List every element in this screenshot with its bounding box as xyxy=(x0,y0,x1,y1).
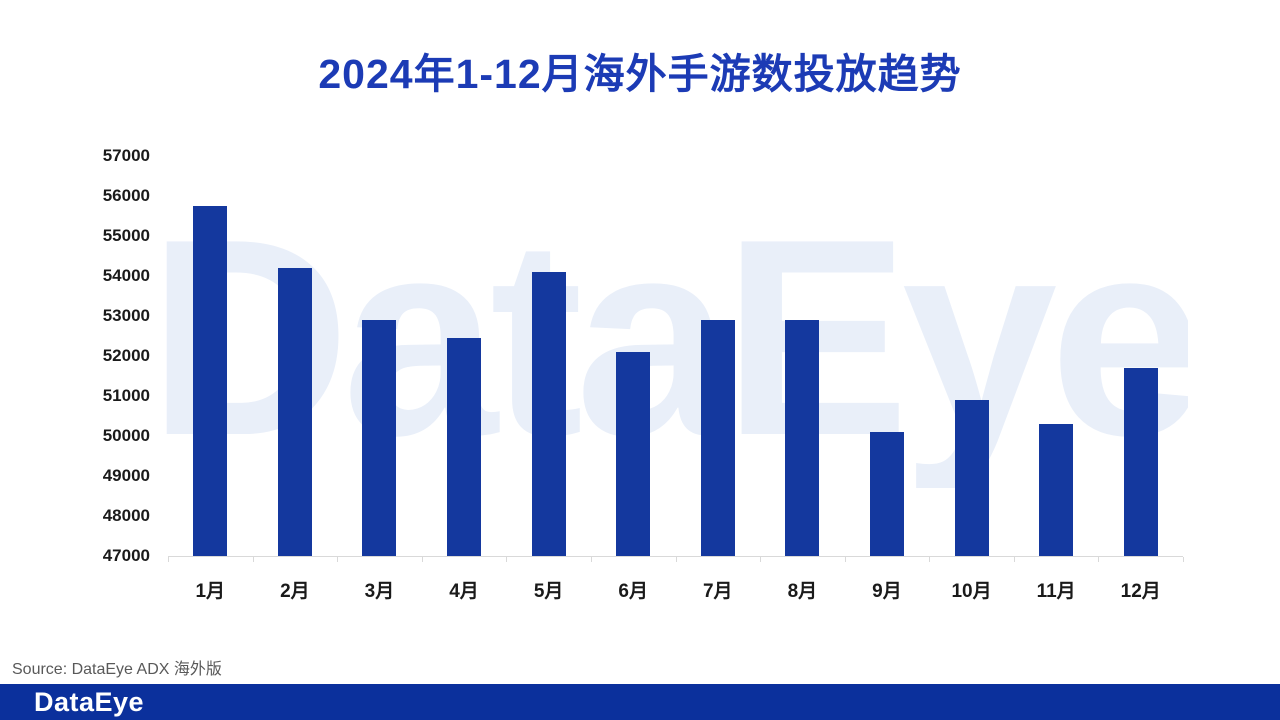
x-axis-tick xyxy=(1098,557,1100,562)
x-axis-category-label: 12月 xyxy=(1120,581,1161,602)
footer-brand-bar: DataEye xyxy=(0,684,1280,720)
y-axis-tick-label: 56000 xyxy=(102,186,150,205)
x-axis-category-label: 6月 xyxy=(618,581,648,602)
y-axis-tick-label: 51000 xyxy=(102,386,150,405)
x-axis-category-label: 2月 xyxy=(280,581,310,602)
x-axis-tick xyxy=(1013,557,1015,562)
source-note: Source: DataEye ADX 海外版 xyxy=(12,661,222,678)
x-axis-tick xyxy=(506,557,508,562)
bar-7月 xyxy=(700,320,735,556)
x-axis-category-label: 3月 xyxy=(364,581,395,602)
x-axis-category-label: 11月 xyxy=(1036,581,1076,602)
bar-3月 xyxy=(362,320,397,556)
x-axis-tick xyxy=(675,557,677,562)
bar-12月 xyxy=(1123,368,1158,556)
x-axis-tick xyxy=(929,557,931,562)
y-axis-tick-label: 49000 xyxy=(102,466,150,485)
bar-4月 xyxy=(447,338,482,556)
bar-2月 xyxy=(277,268,312,556)
bar-8月 xyxy=(785,320,820,556)
x-axis-line xyxy=(168,556,1183,557)
dataeye-logo: DataEye xyxy=(34,686,145,717)
x-axis-tick xyxy=(760,557,762,562)
y-axis-tick-label: 47000 xyxy=(102,546,150,565)
bar-6月 xyxy=(616,352,651,556)
bar-9月 xyxy=(869,432,904,556)
x-axis-tick xyxy=(337,557,339,562)
x-axis-tick xyxy=(590,557,592,562)
x-axis-tick xyxy=(421,557,423,562)
x-axis-tick xyxy=(168,557,169,562)
x-axis-category-label: 5月 xyxy=(533,581,564,602)
x-axis-category-label: 7月 xyxy=(702,581,733,602)
y-axis-tick-label: 55000 xyxy=(102,226,150,245)
x-axis-category-label: 8月 xyxy=(787,581,818,602)
dataeye-watermark: DataEye xyxy=(148,188,1188,488)
y-axis-tick-label: 57000 xyxy=(102,146,150,165)
x-axis-category-label: 10月 xyxy=(951,581,992,602)
bar-10月 xyxy=(954,400,989,556)
x-axis-tick xyxy=(252,557,254,562)
y-axis-tick-label: 48000 xyxy=(102,506,150,525)
x-axis-tick xyxy=(844,557,846,562)
y-axis-tick-label: 52000 xyxy=(102,346,150,365)
y-axis-tick-label: 50000 xyxy=(102,426,150,445)
bar-chart: DataEye 57000 56000 55000 54000 53000 52000 51… xyxy=(102,146,1188,602)
x-axis-category-label: 4月 xyxy=(449,581,479,602)
bar-1月 xyxy=(193,206,228,556)
y-axis-tick-label: 54000 xyxy=(102,266,150,285)
y-axis-tick-label: 53000 xyxy=(102,306,150,325)
chart-title: 2024年1-12月海外手游数投放趋势 xyxy=(318,51,962,97)
bar-5月 xyxy=(531,272,566,556)
bar-11月 xyxy=(1039,424,1074,556)
x-axis-category-label: 1月 xyxy=(195,581,226,602)
x-axis-tick xyxy=(1183,557,1184,562)
x-axis-category-label: 9月 xyxy=(872,581,902,602)
